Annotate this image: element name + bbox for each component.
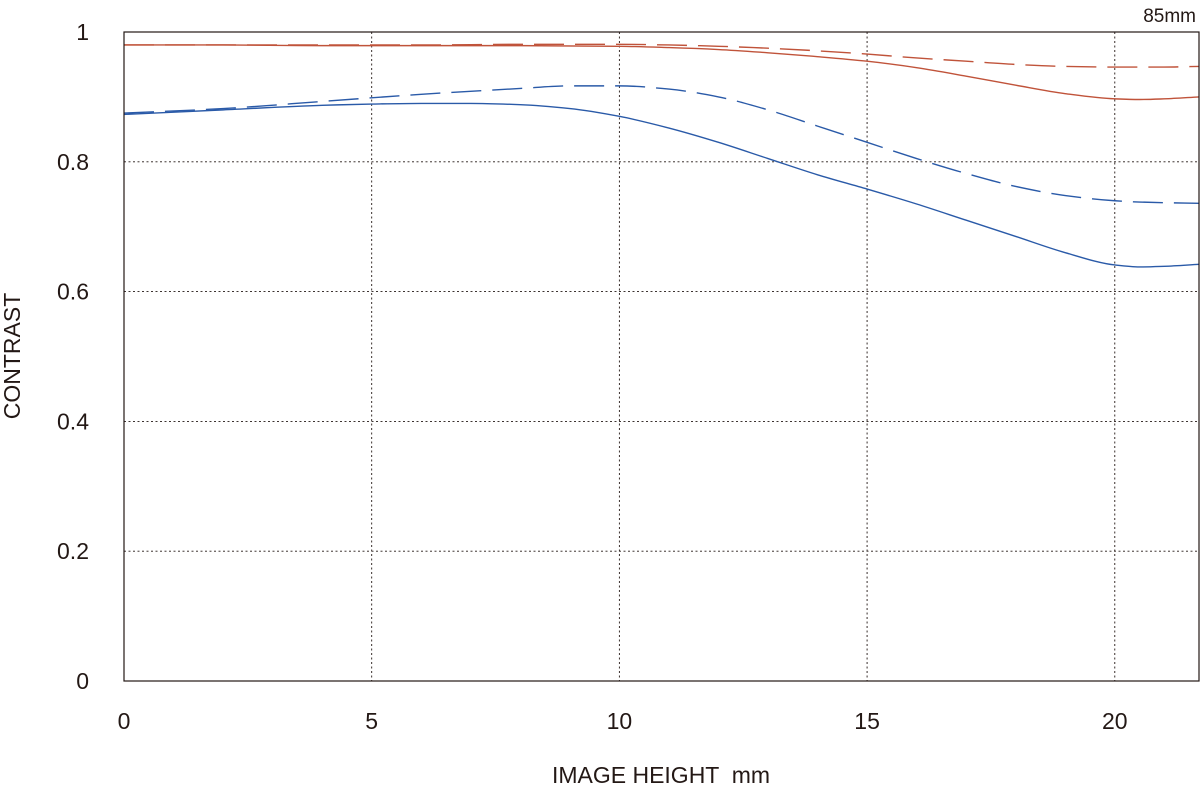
x-tick-label: 20 [1102, 708, 1128, 734]
y-tick-labels: 0 0.2 0.4 0.6 0.8 1 [57, 19, 89, 694]
grid [124, 32, 1199, 681]
plot-frame [123, 31, 1200, 682]
series-lines [123, 43, 1200, 268]
x-tick-label: 0 [118, 708, 131, 734]
y-tick-label: 1 [76, 19, 89, 45]
y-tick-label: 0.6 [57, 279, 89, 305]
y-tick-label: 0.2 [57, 538, 89, 564]
x-tick-label: 5 [365, 708, 378, 734]
x-tick-label: 15 [854, 708, 880, 734]
focal-length-label: 85mm [1143, 6, 1196, 27]
y-tick-label: 0.8 [57, 149, 89, 175]
series-line-2 [123, 43, 1200, 68]
series-line-3 [123, 102, 1200, 268]
y-axis-title: CONTRAST [0, 293, 25, 420]
y-tick-label: 0 [76, 668, 89, 694]
x-axis-title: IMAGE HEIGHT mm [552, 762, 770, 785]
series-line-1 [123, 44, 1200, 101]
y-tick-label: 0.4 [57, 408, 89, 434]
series-line-4 [123, 85, 1200, 205]
x-tick-labels: 0 5 10 15 20 [118, 708, 1128, 734]
x-tick-label: 10 [607, 708, 633, 734]
